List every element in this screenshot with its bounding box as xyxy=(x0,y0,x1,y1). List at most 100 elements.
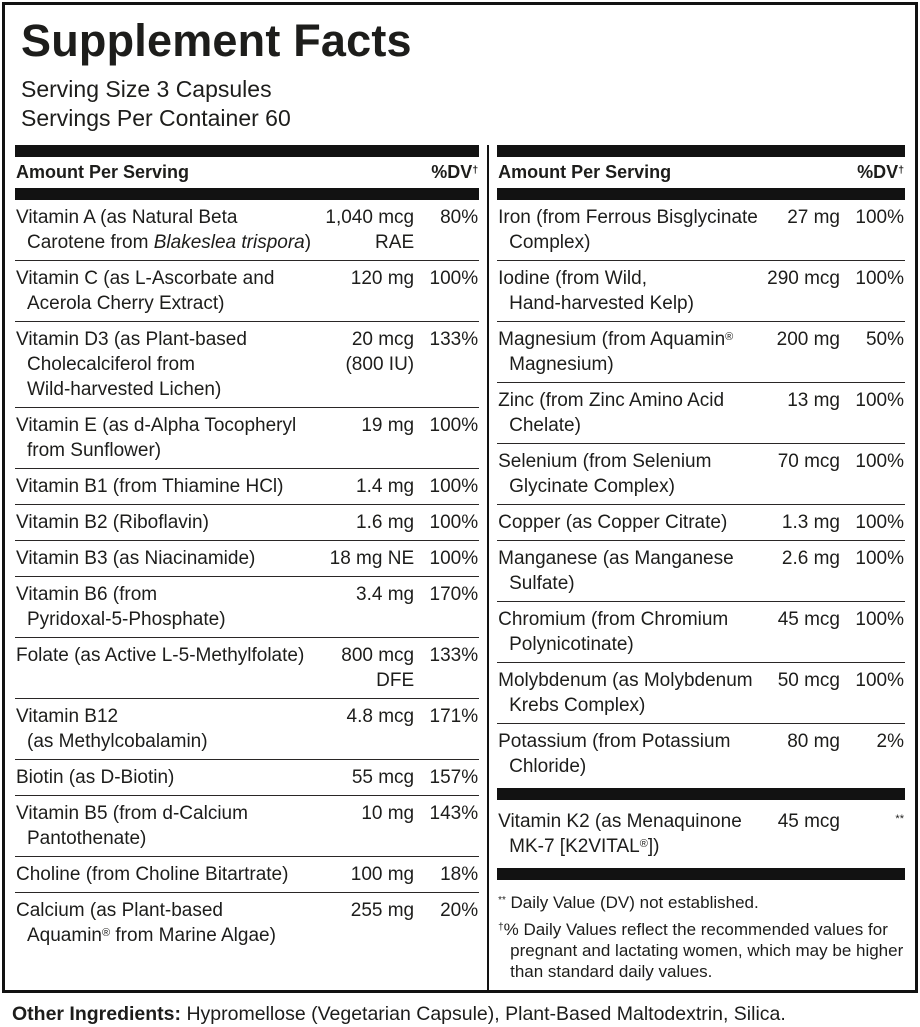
nutrient-percent-dv: 100% xyxy=(855,547,904,569)
nutrient-amount: 1.3 mg xyxy=(781,511,840,533)
table-row: Iron (from Ferrous Bisglycinate Complex) 2… xyxy=(497,200,905,260)
nutrient-percent-dv: 143% xyxy=(429,802,479,824)
nutrient-name: Vitamin C (as L-Ascorbate and Acerola Che… xyxy=(16,267,275,314)
table-row: Copper (as Copper Citrate) 1.3 mg 100% xyxy=(497,503,905,540)
nutrient-percent-dv: 100% xyxy=(429,511,479,533)
table-row: Vitamin A (as Natural Beta Carotene from … xyxy=(15,200,479,260)
table-row: Calcium (as Plant-based Aquamin® from Mar… xyxy=(15,891,480,953)
nutrient-percent-dv: 2% xyxy=(876,730,904,752)
nutrient-amount: 18 mg NE xyxy=(329,547,415,569)
nutrient-amount: 45 mcg xyxy=(777,608,840,630)
table-row: Vitamin B12 (as Methylcobalamin) 4.8 mcg 17… xyxy=(15,697,480,759)
nutrient-name: Vitamin B2 (Riboflavin) xyxy=(16,511,209,533)
nutrient-amount: 1.4 mg xyxy=(356,475,415,497)
nutrient-amount: 800 mcg DFE xyxy=(341,644,415,691)
nutrient-name: Choline (from Choline Bitartrate) xyxy=(16,863,289,885)
nutrient-amount: 50 mcg xyxy=(777,669,840,691)
nutrient-name: Vitamin B12 (as Methylcobalamin) xyxy=(16,705,208,752)
nutrient-amount: 1,040 mcg RAE xyxy=(325,206,415,253)
supplement-facts-panel: Supplement Facts Serving Size 3 Capsules… xyxy=(2,2,918,993)
nutrient-name: Vitamin D3 (as Plant-based Cholecalcifero… xyxy=(16,328,247,400)
table-row: Vitamin K2 (as Menaquinone MK-7 [K2VITAL®… xyxy=(497,804,905,864)
nutrient-name: Vitamin K2 (as Menaquinone MK-7 [K2VITAL®… xyxy=(498,810,742,857)
nutrient-name: Vitamin B6 (from Pyridoxal-5-Phosphate) xyxy=(16,583,226,630)
nutrient-amount: 19 mg xyxy=(361,414,415,436)
nutrient-percent-dv: 100% xyxy=(855,267,904,289)
nutrient-amount: 13 mg xyxy=(787,389,840,411)
table-row: Vitamin B6 (from Pyridoxal-5-Phosphate) 3.… xyxy=(15,575,480,637)
footnote-separator-bar xyxy=(497,867,905,880)
table-row: Vitamin B3 (as Niacinamide) 18 mg NE 100% xyxy=(15,539,480,576)
nutrient-percent-dv: 50% xyxy=(865,328,904,350)
nutrient-amount: 255 mg xyxy=(350,899,415,921)
nutrient-percent-dv: 157% xyxy=(429,766,479,788)
nutrient-percent-dv: 100% xyxy=(855,669,904,691)
nutrient-percent-dv: ** xyxy=(895,812,904,825)
nutrient-amount: 290 mcg xyxy=(767,267,840,289)
right-nutrient-rows: Iron (from Ferrous Bisglycinate Complex) 2… xyxy=(497,200,905,784)
nutrient-percent-dv: 100% xyxy=(429,414,479,436)
nutrient-percent-dv: 100% xyxy=(855,206,904,228)
table-row: Vitamin D3 (as Plant-based Cholecalcifero… xyxy=(15,320,480,407)
nutrient-amount: 4.8 mcg xyxy=(346,705,415,727)
nutrient-percent-dv: 100% xyxy=(855,389,904,411)
table-row: Vitamin E (as d-Alpha Tocopheryl from Sun… xyxy=(15,406,480,468)
nutrient-amount: 120 mg xyxy=(350,267,415,289)
nutrient-name: Iodine (from Wild, Hand-harvested Kelp) xyxy=(498,267,694,314)
nutrient-name: Vitamin B5 (from d-Calcium Pantothenate) xyxy=(16,802,248,849)
nutrient-name: Vitamin B1 (from Thiamine HCl) xyxy=(16,475,284,497)
nutrient-name: Folate (as Active L-5-Methylfolate) xyxy=(16,644,305,666)
table-row: Biotin (as D-Biotin) 55 mcg 157% xyxy=(15,758,480,795)
nutrient-percent-dv: 170% xyxy=(429,583,479,605)
nutrient-percent-dv: 20% xyxy=(440,899,479,921)
table-row: Chromium (from Chromium Polynicotinate) 45… xyxy=(497,600,905,662)
vitamin-k2-row-group: Vitamin K2 (as Menaquinone MK-7 [K2VITAL®… xyxy=(497,804,905,864)
table-row: Vitamin B1 (from Thiamine HCl) 1.4 mg 100% xyxy=(15,467,480,504)
nutrient-amount: 55 mcg xyxy=(351,766,415,788)
nutrient-percent-dv: 171% xyxy=(429,705,479,727)
left-header-top-bar xyxy=(15,144,480,157)
servings-per-container-text: Servings Per Container 60 xyxy=(21,104,291,131)
amount-per-serving-header: Amount Per Serving xyxy=(498,161,672,182)
page-title: Supplement Facts xyxy=(21,15,412,66)
right-column-header: Amount Per Serving %DV† xyxy=(497,157,905,188)
nutrient-percent-dv: 100% xyxy=(855,511,904,533)
column-divider xyxy=(487,144,490,990)
table-row: Manganese (as Manganese Sulfate) 2.6 mg 100… xyxy=(497,539,905,601)
nutrient-percent-dv: 80% xyxy=(440,206,479,228)
percent-dv-header: %DV† xyxy=(431,161,479,182)
nutrient-amount: 100 mg xyxy=(350,863,415,885)
table-row: Potassium (from Potassium Chloride) 80 mg 2… xyxy=(497,722,905,784)
nutrient-name: Vitamin B3 (as Niacinamide) xyxy=(16,547,256,569)
nutrient-amount: 27 mg xyxy=(787,206,840,228)
nutrient-name: Molybdenum (as Molybdenum Krebs Complex) xyxy=(498,669,753,716)
footnotes: ** Daily Value (DV) not established. †% … xyxy=(497,884,905,990)
nutrient-percent-dv: 100% xyxy=(429,267,479,289)
table-row: Iodine (from Wild, Hand-harvested Kelp) 29… xyxy=(497,259,905,321)
left-column: Amount Per Serving %DV† Vitamin A (as Na… xyxy=(15,144,480,990)
nutrient-name: Potassium (from Potassium Chloride) xyxy=(498,730,731,777)
nutrient-amount: 1.6 mg xyxy=(356,511,415,533)
left-header-bottom-bar xyxy=(15,187,480,200)
amount-per-serving-header: Amount Per Serving xyxy=(16,161,190,182)
serving-size-text: Serving Size 3 Capsules xyxy=(21,75,272,102)
footnote-dv-not-established: ** Daily Value (DV) not established. xyxy=(498,892,759,912)
right-column: Amount Per Serving %DV† Iron (from Ferro… xyxy=(497,144,905,990)
nutrient-amount: 70 mcg xyxy=(777,450,840,472)
footnote-dv-explanation: †% Daily Values reflect the recommended … xyxy=(498,919,904,981)
nutrient-name: Selenium (from Selenium Glycinate Complex… xyxy=(498,450,712,497)
nutrient-name: Iron (from Ferrous Bisglycinate Complex) xyxy=(498,206,758,253)
nutrient-percent-dv: 100% xyxy=(855,450,904,472)
table-row: Vitamin B2 (Riboflavin) 1.6 mg 100% xyxy=(15,503,480,540)
table-row: Molybdenum (as Molybdenum Krebs Complex) 5… xyxy=(497,661,905,723)
left-column-header: Amount Per Serving %DV† xyxy=(15,157,479,188)
other-ingredients-label: Other Ingredients: xyxy=(12,1002,182,1025)
percent-dv-header: %DV† xyxy=(857,161,904,182)
nutrient-name: Vitamin E (as d-Alpha Tocopheryl from Sun… xyxy=(16,414,297,461)
nutrient-name: Manganese (as Manganese Sulfate) xyxy=(498,547,734,594)
right-header-bottom-bar xyxy=(497,187,905,200)
nutrient-amount: 80 mg xyxy=(787,730,840,752)
nutrient-percent-dv: 133% xyxy=(429,644,479,666)
table-row: Vitamin C (as L-Ascorbate and Acerola Che… xyxy=(15,259,480,321)
nutrient-percent-dv: 100% xyxy=(429,547,479,569)
